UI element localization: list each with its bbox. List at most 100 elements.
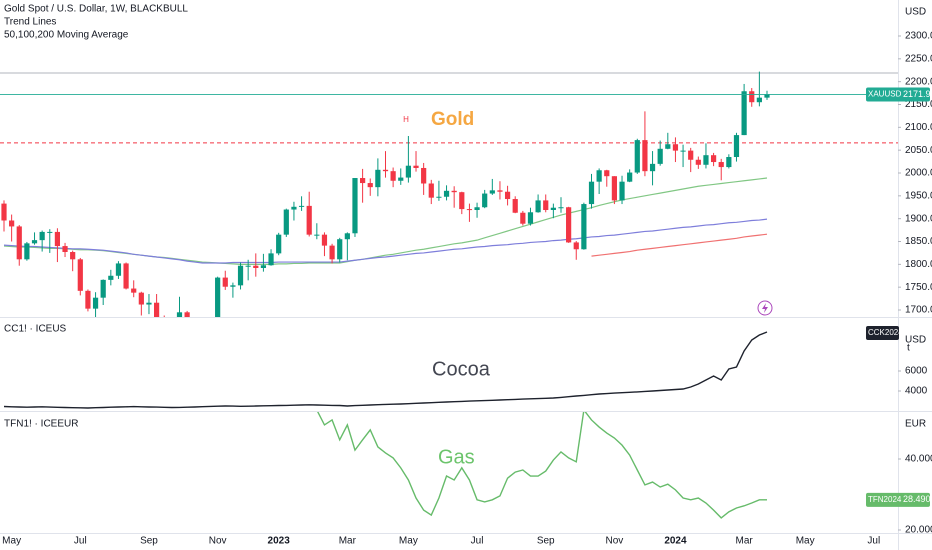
value-label: 28.490 bbox=[903, 494, 931, 504]
candle-body bbox=[703, 155, 709, 165]
candle-body bbox=[77, 259, 83, 291]
candle-body bbox=[642, 140, 648, 172]
candle-body bbox=[47, 231, 53, 233]
candle-body bbox=[337, 239, 343, 260]
candle-body bbox=[9, 220, 15, 227]
candle-body bbox=[634, 140, 640, 173]
candle-body bbox=[482, 193, 488, 208]
y-tick-label: 1900.00 bbox=[905, 213, 932, 224]
candle-body bbox=[459, 192, 465, 210]
y-tick-label: 2250.00 bbox=[905, 53, 932, 64]
y-tick-label: 2150.00 bbox=[905, 99, 932, 110]
high-marker: H bbox=[403, 115, 409, 124]
candle-body bbox=[573, 242, 579, 250]
x-tick-label: Sep bbox=[537, 536, 555, 547]
candle-body bbox=[360, 178, 366, 184]
x-tick-label: May bbox=[399, 536, 418, 547]
candle-body bbox=[749, 91, 755, 103]
y-tick-label: 1800.00 bbox=[905, 259, 932, 270]
candle-body bbox=[108, 275, 114, 280]
x-tick-label: May bbox=[2, 536, 21, 547]
candle-body bbox=[611, 176, 617, 201]
candle-body bbox=[756, 97, 762, 103]
symbol-tag-label: TFN2024 bbox=[868, 495, 902, 504]
candle-body bbox=[497, 190, 503, 192]
symbol-tag bbox=[866, 326, 899, 340]
candle-body bbox=[489, 190, 495, 194]
candle-body bbox=[588, 181, 595, 205]
moving-average bbox=[591, 233, 768, 257]
candle-body bbox=[665, 144, 671, 149]
candle-body bbox=[314, 234, 320, 236]
axis-unit: USD bbox=[905, 335, 926, 346]
candle-body bbox=[627, 172, 633, 182]
candle-body bbox=[535, 200, 541, 213]
x-tick-label: Nov bbox=[606, 536, 624, 547]
x-tick-label: May bbox=[796, 536, 815, 547]
axis-unit: USD bbox=[905, 7, 926, 18]
series-line bbox=[3, 331, 768, 409]
candle-body bbox=[70, 252, 76, 260]
candle-body bbox=[413, 165, 419, 168]
candle-body bbox=[62, 246, 68, 253]
price-tag bbox=[866, 87, 930, 102]
labels: Gold Spot / U.S. Dollar, 1W, BLACKBULL T… bbox=[2, 4, 932, 547]
candle-body bbox=[421, 167, 427, 184]
candle-body bbox=[474, 207, 480, 210]
axis-unit: t bbox=[907, 343, 910, 354]
alert-icon[interactable] bbox=[757, 300, 773, 316]
candle-body bbox=[54, 231, 61, 247]
pane-title: CC1! · ICEUS bbox=[4, 324, 67, 335]
candle-body bbox=[428, 183, 434, 198]
candle-body bbox=[604, 170, 610, 177]
y-tick-label: 1850.00 bbox=[905, 236, 932, 247]
candle-body bbox=[31, 240, 38, 244]
candle-body bbox=[131, 288, 137, 293]
candle-body bbox=[245, 265, 251, 267]
cocoa-pane bbox=[3, 331, 768, 409]
x-tick-label: Jul bbox=[867, 536, 880, 547]
candle-body bbox=[566, 207, 572, 243]
candle-body bbox=[527, 212, 534, 224]
candle-body bbox=[695, 159, 701, 165]
candle-body bbox=[268, 253, 274, 266]
candle-body bbox=[306, 205, 312, 235]
x-tick-label: Nov bbox=[209, 536, 227, 547]
candle-body bbox=[649, 163, 656, 172]
x-tick-label: 2024 bbox=[664, 536, 687, 547]
candle-body bbox=[657, 148, 663, 164]
candle-body bbox=[375, 169, 381, 188]
y-tick-label: 2200.00 bbox=[905, 76, 932, 87]
y-tick-label: 40.000 bbox=[905, 454, 932, 465]
candle-body bbox=[741, 91, 747, 136]
candle-body bbox=[558, 207, 564, 209]
candle-body bbox=[504, 191, 511, 200]
axis-unit: EUR bbox=[905, 419, 926, 430]
candle-body bbox=[291, 206, 297, 210]
candle-body bbox=[718, 162, 724, 168]
y-tick-label: 2100.00 bbox=[905, 122, 932, 133]
candle-body bbox=[405, 165, 411, 178]
candle-body bbox=[154, 302, 160, 317]
candle-body bbox=[619, 181, 625, 201]
candle-body bbox=[176, 312, 183, 317]
candle-body bbox=[382, 169, 389, 172]
y-tick-label: 2050.00 bbox=[905, 145, 932, 156]
candle-body bbox=[680, 150, 686, 152]
candle-body bbox=[184, 312, 190, 317]
candle-body bbox=[581, 204, 587, 250]
symbol-tag bbox=[866, 492, 930, 507]
candle-body bbox=[92, 297, 99, 309]
candle-body bbox=[100, 279, 106, 298]
candle-body bbox=[321, 234, 328, 246]
candle-body bbox=[398, 177, 404, 181]
candle-body bbox=[298, 205, 305, 207]
moving-average bbox=[3, 218, 768, 264]
candle-body bbox=[85, 290, 91, 309]
legend-item: Trend Lines bbox=[4, 17, 56, 28]
series-line bbox=[317, 412, 768, 519]
candle-body bbox=[276, 234, 282, 254]
y-tick-label: 1950.00 bbox=[905, 190, 932, 201]
y-tick-label: 1700.00 bbox=[905, 305, 932, 316]
